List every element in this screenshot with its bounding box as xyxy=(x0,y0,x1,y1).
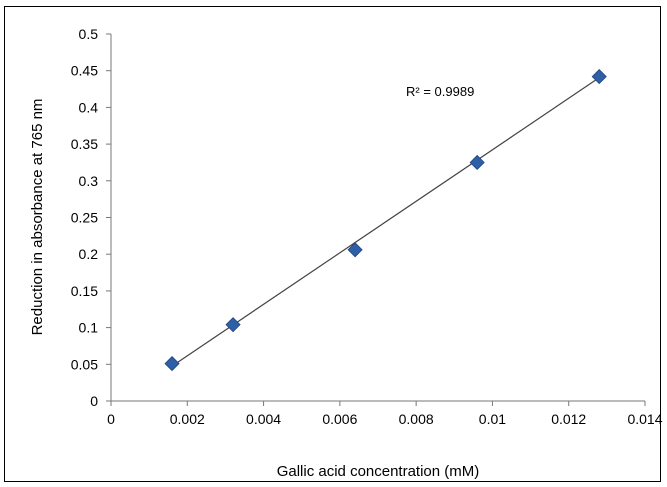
axes xyxy=(106,33,646,406)
chart-frame xyxy=(4,6,661,482)
x-tick-label: 0.006 xyxy=(322,411,357,427)
y-tick-labels: 0 0.05 0.1 0.15 0.2 0.25 0.3 0.35 0.4 0.45 0.5 xyxy=(71,26,98,409)
y-tick-label: 0.35 xyxy=(71,136,98,152)
linear-trendline xyxy=(171,77,600,367)
y-tick-label: 0.4 xyxy=(79,99,99,115)
y-tick-label: 0.5 xyxy=(79,26,99,42)
y-tick-label: 0 xyxy=(90,393,98,409)
x-tick-label: 0.004 xyxy=(246,411,281,427)
y-tick-label: 0.1 xyxy=(79,320,99,336)
x-tick-label: 0.012 xyxy=(551,411,586,427)
r-squared-annotation: R² = 0.9989 xyxy=(406,84,474,99)
data-point-marker xyxy=(469,154,485,171)
trendline-layer xyxy=(171,77,600,367)
y-tick-label: 0.05 xyxy=(71,356,98,372)
y-tick-label: 0.2 xyxy=(79,246,99,262)
y-axis-title: Reduction in absorbance at 765 nm xyxy=(29,99,46,336)
data-point-marker xyxy=(164,356,180,372)
data-point-marker xyxy=(591,69,607,85)
x-tick-label: 0.002 xyxy=(170,411,205,427)
data-point-marker xyxy=(347,242,363,258)
y-tick-label: 0.45 xyxy=(71,63,98,79)
x-tick-label: 0.01 xyxy=(479,411,506,427)
x-tick-label: 0.008 xyxy=(399,411,434,427)
y-tick-label: 0.15 xyxy=(71,283,98,299)
data-point-marker xyxy=(225,317,241,333)
x-axis-title: Gallic acid concentration (mM) xyxy=(277,463,480,480)
y-tick-label: 0.25 xyxy=(71,210,98,226)
x-tick-label: 0 xyxy=(107,411,115,427)
data-points xyxy=(164,69,607,372)
x-tick-label: 0.014 xyxy=(627,411,662,427)
y-tick-label: 0.3 xyxy=(79,173,99,189)
x-tick-labels: 0 0.002 0.004 0.006 0.008 0.01 0.012 0.014 xyxy=(107,411,663,427)
